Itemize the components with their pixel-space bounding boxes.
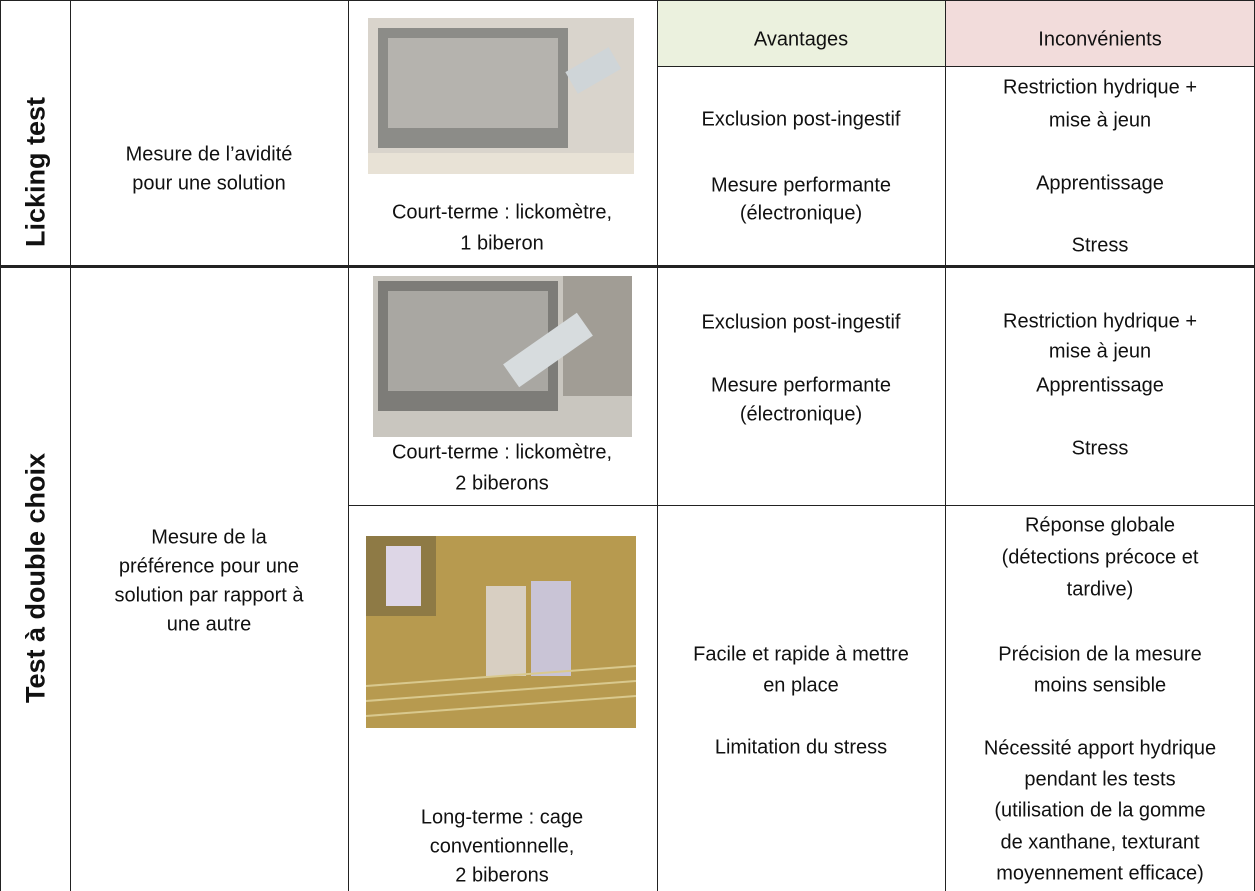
header-disadvantages: Inconvénients [1038, 28, 1162, 51]
caption: conventionnelle, [429, 835, 575, 858]
caption: Court-terme : lickomètre, [391, 441, 613, 464]
disadvantage: mise à jeun [1048, 109, 1152, 132]
group-label: Licking test [20, 96, 51, 248]
description: pour une solution [132, 172, 286, 195]
description: Mesure de l’avidité [125, 143, 293, 166]
border [0, 0, 1, 891]
header-advantages: Avantages [753, 28, 849, 51]
disadvantage: Nécessité apport hydrique [983, 737, 1217, 760]
border [657, 66, 1255, 67]
advantage: Facile et rapide à mettre [693, 643, 909, 666]
border [0, 265, 1255, 268]
disadvantage: Réponse globale [1024, 514, 1176, 537]
disadvantage: tardive) [1066, 578, 1134, 601]
group-label: Test à double choix [20, 452, 51, 704]
border [657, 0, 658, 891]
border [945, 0, 946, 891]
caption: 2 biberons [455, 472, 549, 495]
advantage: (électronique) [739, 202, 863, 225]
header-advantages-bg [657, 0, 945, 66]
caption: Long-terme : cage [420, 806, 584, 829]
caption: 2 biberons [455, 864, 549, 887]
disadvantage: mise à jeun [1048, 340, 1152, 363]
disadvantage: de xanthane, texturant [1000, 831, 1200, 854]
advantage: Exclusion post-ingestif [701, 108, 901, 131]
description: une autre [166, 613, 252, 636]
description: Mesure de la [151, 526, 267, 549]
disadvantage: Restriction hydrique + [1003, 310, 1197, 333]
border [348, 505, 1255, 506]
disadvantage: moins sensible [1033, 674, 1167, 697]
description: solution par rapport à [114, 584, 304, 607]
border [0, 0, 1255, 1]
disadvantage: Stress [1071, 437, 1129, 460]
disadvantage: moyennement efficace) [996, 862, 1204, 885]
border [70, 0, 71, 891]
disadvantage: Stress [1071, 234, 1129, 257]
description: préférence pour une [118, 555, 300, 578]
header-disadvantages-bg [945, 0, 1255, 66]
disadvantage: Apprentissage [1036, 172, 1164, 195]
photo-cage [366, 536, 636, 728]
disadvantage: Précision de la mesure [998, 643, 1202, 666]
photo-lickometer [368, 18, 634, 174]
caption: Court-terme : lickomètre, [391, 201, 613, 224]
caption: 1 biberon [460, 232, 544, 255]
advantage: Mesure performante [710, 374, 892, 397]
disadvantage: Restriction hydrique + [1003, 76, 1197, 99]
advantage: en place [763, 674, 839, 697]
photo-lickometer-2 [373, 276, 632, 437]
border [348, 0, 349, 891]
disadvantage: Apprentissage [1036, 374, 1164, 397]
disadvantage: (utilisation de la gomme [994, 799, 1206, 822]
advantage: Exclusion post-ingestif [701, 311, 901, 334]
disadvantage: pendant les tests [1024, 768, 1176, 791]
disadvantage: (détections précoce et [1001, 546, 1199, 569]
advantage: Mesure performante [710, 174, 892, 197]
advantage: Limitation du stress [714, 736, 888, 759]
advantage: (électronique) [739, 403, 863, 426]
